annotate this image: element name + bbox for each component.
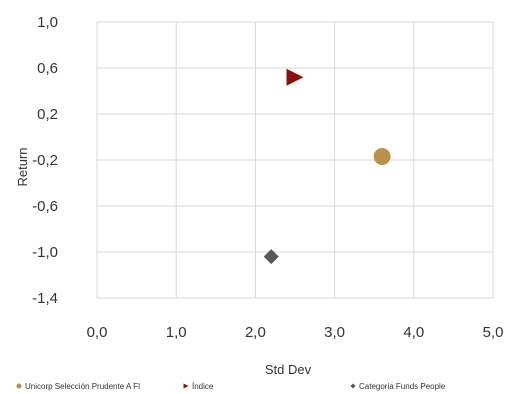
x-tick-label: 4,0 xyxy=(403,324,424,341)
legend-label: Categoria Funds People xyxy=(359,382,446,391)
legend-marker xyxy=(16,383,22,389)
y-tick-label: -0,6 xyxy=(32,198,58,215)
x-tick-label: 1,0 xyxy=(166,324,187,341)
data-point xyxy=(263,249,279,265)
y-tick-label: -1,0 xyxy=(32,244,58,261)
y-tick-label: 1,0 xyxy=(37,14,58,31)
data-point xyxy=(286,68,304,86)
x-tick-label: 3,0 xyxy=(324,324,345,341)
legend: Unicorp Selección Prudente A FI Índice Cat… xyxy=(16,382,446,391)
x-tick-label: 0,0 xyxy=(87,324,108,341)
y-tick-label: -0,2 xyxy=(32,152,58,169)
y-tick-label: 0,2 xyxy=(37,106,58,123)
legend-label: Índice xyxy=(192,382,214,391)
x-tick-label: 2,0 xyxy=(245,324,266,341)
x-axis-title: Std Dev xyxy=(265,362,312,377)
y-axis-ticks: 1,0 0,6 0,2 -0,2 -0,6 -1,0 -1,4 xyxy=(32,14,58,307)
y-axis-title: Return xyxy=(15,147,30,186)
legend-marker xyxy=(350,383,356,389)
x-tick-label: 5,0 xyxy=(483,324,504,341)
x-axis-ticks: 0,0 1,0 2,0 3,0 4,0 5,0 xyxy=(87,324,504,341)
data-point xyxy=(373,148,391,166)
data-points xyxy=(263,68,391,265)
y-tick-label: -1,4 xyxy=(32,290,58,307)
y-tick-label: 0,6 xyxy=(37,60,58,77)
legend-marker xyxy=(183,383,189,389)
legend-label: Unicorp Selección Prudente A FI xyxy=(25,382,140,391)
grid-lines xyxy=(96,21,494,299)
